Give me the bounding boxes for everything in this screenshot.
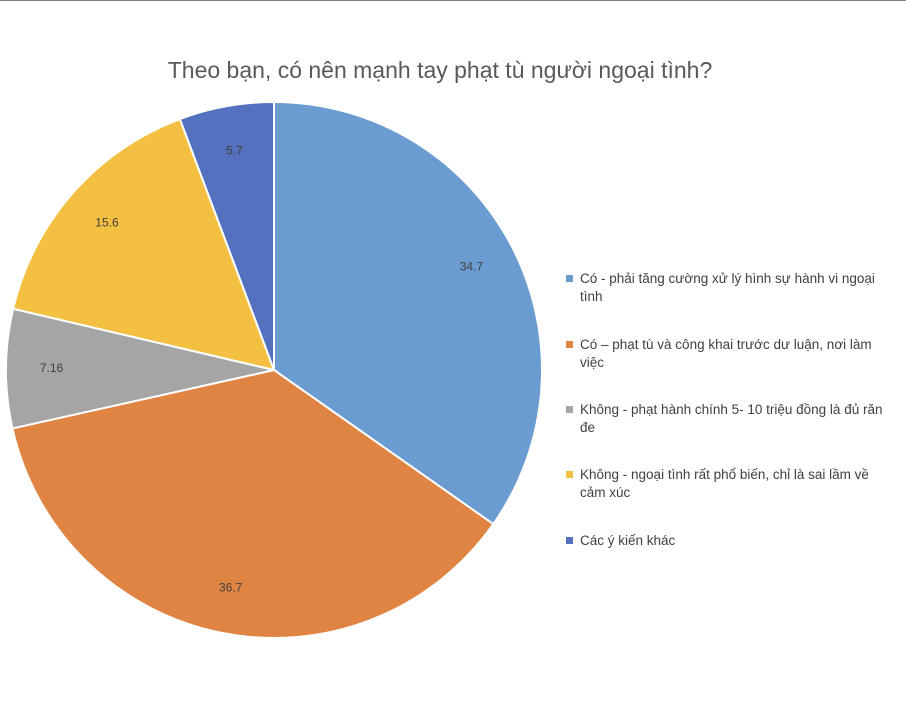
chart-title: Theo bạn, có nên mạnh tay phạt tù người … bbox=[167, 57, 713, 83]
legend-item-5: Các ý kiến khác bbox=[566, 532, 896, 550]
pie-slice-2 bbox=[11, 368, 495, 639]
data-label-3: 7.16 bbox=[40, 361, 64, 375]
pie-slice-1 bbox=[273, 100, 543, 526]
legend-swatch-2 bbox=[566, 341, 573, 348]
pie-slice-5 bbox=[178, 100, 275, 371]
legend-item-3: Không - phạt hành chính 5- 10 triệu đồng… bbox=[566, 401, 896, 437]
legend-item-2: Có – phạt tù và công khai trước dư luận,… bbox=[566, 336, 896, 372]
legend-swatch-3 bbox=[566, 406, 573, 413]
pie-slice-4 bbox=[11, 117, 276, 372]
legend-swatch-1 bbox=[566, 275, 573, 282]
legend-swatch-5 bbox=[566, 537, 573, 544]
data-label-1: 34.7 bbox=[460, 260, 484, 274]
legend-label-4: Không - ngoại tình rất phổ biến, chỉ là … bbox=[580, 467, 869, 500]
legend-label-5: Các ý kiến khác bbox=[580, 533, 676, 548]
top-border bbox=[0, 0, 906, 1]
data-label-5: 5.7 bbox=[226, 143, 243, 157]
legend-label-3: Không - phạt hành chính 5- 10 triệu đồng… bbox=[580, 402, 883, 435]
pie-slice-3 bbox=[5, 307, 275, 430]
data-label-2: 36.7 bbox=[219, 580, 243, 594]
legend-item-4: Không - ngoại tình rất phổ biến, chỉ là … bbox=[566, 466, 896, 502]
data-label-4: 15.6 bbox=[95, 215, 119, 229]
legend-label-1: Có - phải tăng cường xử lý hình sự hành … bbox=[580, 271, 875, 304]
legend-swatch-4 bbox=[566, 471, 573, 478]
legend-label-2: Có – phạt tù và công khai trước dư luận,… bbox=[580, 337, 872, 370]
legend-item-1: Có - phải tăng cường xử lý hình sự hành … bbox=[566, 270, 896, 306]
